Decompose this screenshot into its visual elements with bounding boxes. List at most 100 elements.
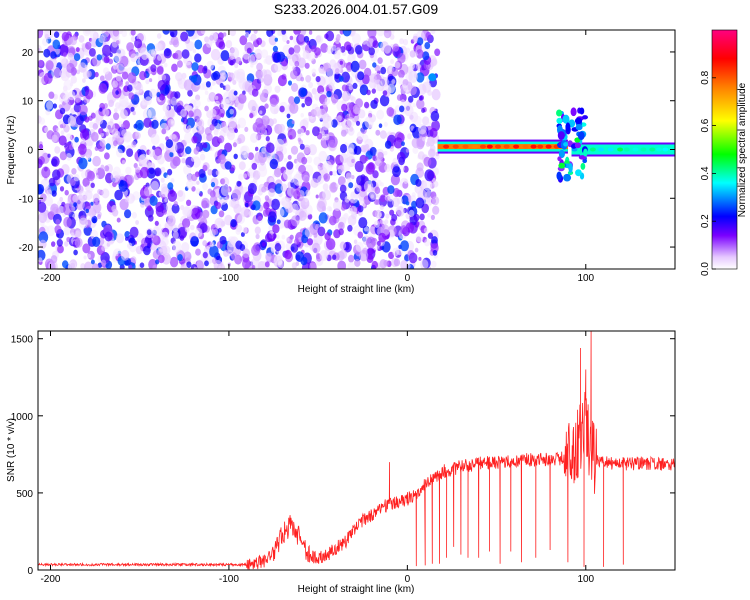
spectrogram-cell <box>276 207 285 218</box>
spectrogram-cell <box>344 196 350 203</box>
spectrogram-cell <box>51 241 56 247</box>
spectrogram-cell <box>167 190 177 202</box>
spectrogram-cell <box>116 63 125 73</box>
spectrogram-cell <box>346 177 352 183</box>
spectrogram-cell <box>199 192 203 197</box>
spectrogram-cell <box>431 236 438 245</box>
spectrogram-cell <box>319 250 329 261</box>
spectrogram-cell <box>202 240 208 247</box>
spectrogram-cell <box>323 62 332 72</box>
colorbar-ticks: 0.0 0.2 0.4 0.6 0.8 <box>700 70 716 276</box>
spectrogram-cell <box>139 153 148 165</box>
spectrogram-cell <box>251 244 261 256</box>
spectrogram-cell <box>39 239 47 249</box>
spectrogram-cell <box>190 236 199 247</box>
spectrogram-cell <box>399 38 404 45</box>
snr-x-label: Height of straight line (km) <box>298 584 415 595</box>
spectrogram-cell <box>269 158 278 170</box>
spectrogram-cell <box>286 161 294 170</box>
spectrogram-cell <box>242 248 250 258</box>
transition-cell <box>556 171 562 181</box>
spectrogram-cell <box>303 144 311 155</box>
spectrogram-cell <box>91 263 99 269</box>
spectrogram-cell <box>128 264 133 269</box>
spectrogram-cell <box>264 103 269 109</box>
spectrogram-cell <box>210 48 221 61</box>
spectrogram-cell <box>82 78 86 83</box>
spectrogram-cell <box>218 154 226 165</box>
x-tick-label: -100 <box>219 273 239 284</box>
spectrogram-cell <box>261 147 267 154</box>
spectrogram-cell <box>167 98 172 105</box>
spectrogram-cell <box>238 161 246 171</box>
spectrogram-cell <box>389 209 395 216</box>
x-tick-label: 0 <box>405 574 411 585</box>
spectrogram-cell <box>276 219 281 225</box>
spectrogram-cell <box>113 140 118 147</box>
spectrogram-cell <box>251 265 256 269</box>
spectrogram-cell <box>392 247 399 257</box>
spectrogram-cell <box>269 177 274 184</box>
spectrogram-cell <box>198 168 206 178</box>
spectrogram-cell <box>393 258 401 267</box>
spectrogram-cell <box>195 118 205 129</box>
spectrogram-cell <box>209 124 215 131</box>
spectrogram-cell <box>170 96 178 106</box>
spectrogram-cell <box>334 62 341 71</box>
spectrogram-cell <box>227 72 231 77</box>
spectrogram-cell <box>115 233 125 244</box>
carrier-cell <box>537 144 544 149</box>
transition-cell <box>558 162 566 169</box>
spectrogram-cell <box>316 201 326 213</box>
spectrogram-cell <box>340 143 348 154</box>
spectrogram-cell <box>315 34 323 45</box>
spectrogram-cell <box>350 60 360 73</box>
spectrogram-cell <box>239 145 248 156</box>
spectrogram-cell <box>274 85 281 94</box>
spectrogram-cell <box>379 130 387 139</box>
x-tick-label: -100 <box>219 574 239 585</box>
spectrogram-cell <box>199 153 206 161</box>
spectrogram-cell <box>287 128 297 140</box>
spectrogram-cell <box>62 203 73 216</box>
spectrogram-cell <box>379 94 390 107</box>
spectrogram-cell <box>288 96 295 105</box>
spectrogram-cell <box>160 177 165 183</box>
spectrogram-cell <box>279 105 285 113</box>
spectrogram-cell <box>255 146 259 152</box>
spectrogram-cell <box>141 51 149 60</box>
spectrogram-cell <box>427 232 433 239</box>
spectrogram-cell <box>162 209 167 215</box>
spectrogram-cell <box>139 166 149 179</box>
spectrogram-cell <box>93 167 99 174</box>
carrier-cell <box>503 144 510 149</box>
spectrogram-cell <box>289 102 299 114</box>
spectrogram-cell <box>38 144 44 150</box>
y-tick-label: 0 <box>27 146 33 157</box>
spectrogram-cell <box>250 33 257 42</box>
spectrogram-cell <box>67 52 74 61</box>
spectrogram-cell <box>400 99 406 105</box>
spectrogram-cell <box>348 182 354 189</box>
spectrogram-cell <box>183 79 193 91</box>
spectrogram-cell <box>186 199 192 206</box>
spectrogram-cell <box>416 37 424 46</box>
spectrogram-cell <box>329 171 333 176</box>
spectrogram-cell <box>355 241 364 252</box>
spectrogram-cell <box>46 225 55 237</box>
spectrogram-cell <box>129 226 139 238</box>
snr-background <box>38 331 675 570</box>
spectrogram-cell <box>298 210 307 221</box>
spectrogram-cell <box>111 128 119 137</box>
transition-cell <box>574 142 581 149</box>
spectrogram-cell <box>78 35 85 43</box>
spectrogram-cell <box>197 64 205 74</box>
spectrogram-cell <box>229 199 236 208</box>
spectrogram-cell <box>297 137 302 142</box>
spectrogram-cell <box>351 175 355 180</box>
transition-cell <box>563 173 572 182</box>
spectrogram-cell <box>225 40 233 49</box>
spectrogram-cell <box>85 202 92 210</box>
carrier-cell <box>486 144 493 149</box>
spectrogram-cell <box>218 210 225 218</box>
